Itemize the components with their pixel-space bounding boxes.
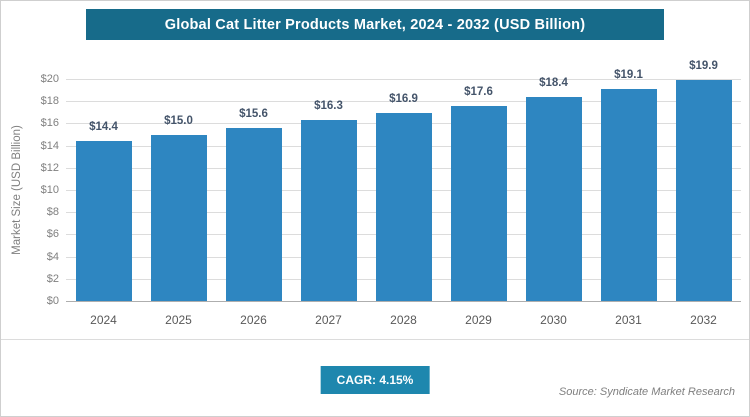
y-tick-label: $16 — [40, 117, 59, 130]
bar-2029 — [450, 105, 507, 301]
bar-value-label: $15.0 — [164, 114, 193, 127]
bar-value-label: $14.4 — [89, 121, 118, 134]
x-axis-label: 2027 — [315, 313, 342, 327]
cagr-badge: CAGR: 4.15% — [320, 366, 430, 394]
bar-2028 — [375, 113, 432, 301]
bar-value-label: $19.9 — [689, 60, 718, 73]
y-tick-label: $20 — [40, 73, 59, 85]
x-axis-label: 2025 — [165, 313, 192, 327]
y-tick-label: $18 — [40, 95, 59, 108]
bar-value-label: $15.6 — [239, 107, 268, 120]
source-text: Source: Syndicate Market Research — [558, 386, 735, 398]
x-axis-label: 2030 — [540, 313, 567, 327]
y-tick-label: $12 — [40, 161, 59, 174]
x-axis-label: 2032 — [690, 313, 717, 327]
gridline — [66, 79, 741, 80]
bar-2027 — [300, 120, 357, 301]
bar-2025 — [150, 134, 207, 301]
chart-title: Global Cat Litter Products Market, 2024 … — [164, 16, 586, 33]
y-tick-label: $2 — [46, 272, 59, 285]
x-axis-label: 2026 — [240, 313, 267, 327]
bar-2030 — [525, 96, 582, 301]
y-tick-label: $8 — [46, 206, 59, 219]
bar-value-label: $16.9 — [389, 93, 418, 106]
x-axis-label: 2031 — [615, 313, 642, 327]
bar-value-label: $17.6 — [464, 85, 493, 98]
chart-bottom-divider — [1, 339, 749, 340]
y-tick-label: $4 — [46, 250, 59, 263]
y-tick-label: $6 — [46, 228, 59, 241]
y-tick-label: $10 — [40, 184, 59, 196]
gridline — [66, 101, 741, 103]
bar-2026 — [225, 127, 282, 301]
x-axis-label: 2024 — [90, 313, 117, 327]
x-axis-line — [66, 301, 741, 302]
x-axis-label: 2028 — [390, 313, 417, 327]
x-axis-label: 2029 — [465, 313, 492, 327]
plot-area: $14.4 $15.0 $15.6 $16.3 $16.9 $17.6 $18.4 $19.1… — [66, 60, 741, 302]
bar-2031 — [600, 88, 657, 301]
chart-title-banner: Global Cat Litter Products Market, 2024 … — [86, 9, 664, 40]
bar-value-label: $19.1 — [614, 69, 643, 81]
y-tick-label: $14 — [40, 139, 59, 152]
y-tick-label: $0 — [46, 295, 59, 307]
bar-value-label: $18.4 — [539, 76, 568, 89]
bar-value-label: $16.3 — [314, 100, 343, 113]
bar-2024 — [75, 141, 132, 301]
bar-2032 — [675, 80, 732, 301]
